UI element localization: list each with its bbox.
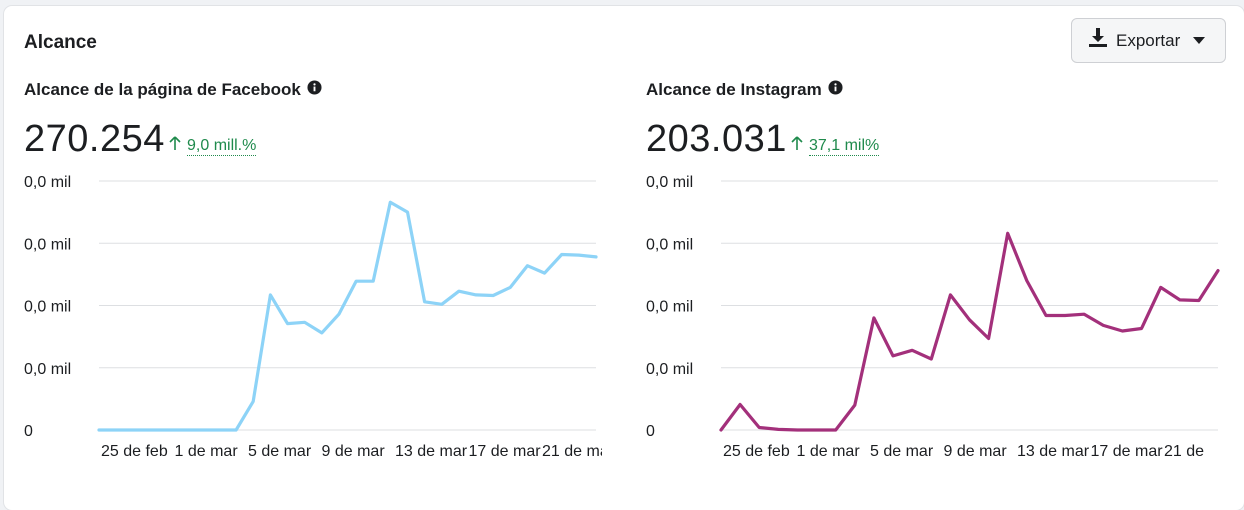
- section-title: Alcance: [24, 32, 97, 53]
- facebook-reach-panel: Alcance de la página de Facebook 270.254…: [4, 6, 604, 510]
- reach-card: Alcance Exportar Alcance de la página de…: [4, 6, 1244, 510]
- y-tick-label: 0,0 mil: [24, 299, 71, 316]
- x-tick-label: 5 de mar: [248, 443, 312, 460]
- x-tick-label: 25 de feb: [723, 443, 790, 460]
- caret-down-icon: [1192, 32, 1206, 50]
- x-tick-label: 5 de mar: [870, 443, 934, 460]
- y-tick-label: 0: [646, 423, 655, 440]
- series-line: [719, 231, 1220, 432]
- y-tick-label: 0,0 mil: [646, 361, 693, 378]
- x-tick-label: 9 de mar: [944, 443, 1008, 460]
- x-tick-label: 13 de mar: [1017, 443, 1090, 460]
- y-tick-label: 0,0 mil: [24, 174, 71, 191]
- instagram-reach-change: 37,1 mil%: [791, 136, 880, 156]
- facebook-reach-title-text: Alcance de la página de Facebook: [24, 80, 301, 99]
- instagram-reach-title: Alcance de Instagram: [646, 80, 843, 100]
- y-tick-label: 0,0 mil: [646, 174, 693, 191]
- y-tick-label: 0,0 mil: [646, 299, 693, 316]
- export-button[interactable]: Exportar: [1071, 18, 1226, 63]
- facebook-reach-value: 270.254: [24, 118, 165, 160]
- y-tick-label: 0,0 mil: [646, 236, 693, 253]
- x-tick-label: 13 de mar: [395, 443, 468, 460]
- x-tick-label: 25 de feb: [101, 443, 168, 460]
- download-icon: [1088, 27, 1108, 54]
- instagram-reach-panel: Alcance de Instagram 203.031 37,1 mil% 0…: [626, 6, 1226, 510]
- x-tick-label: 1 de mar: [175, 443, 239, 460]
- x-tick-label: 1 de mar: [797, 443, 861, 460]
- x-tick-label: 17 de mar: [469, 443, 542, 460]
- series-line: [97, 200, 598, 432]
- y-tick-label: 0: [24, 423, 33, 440]
- y-tick-label: 0,0 mil: [24, 361, 71, 378]
- instagram-reach-value: 203.031: [646, 118, 787, 160]
- facebook-reach-chart: 0,0 mil 0,0 mil 0,0 mil 0,0 mil 0 25 de feb 1 …: [24, 174, 602, 460]
- instagram-reach-title-text: Alcance de Instagram: [646, 80, 822, 99]
- x-tick-label: 21 de mar: [542, 443, 615, 460]
- info-icon[interactable]: [307, 80, 322, 100]
- facebook-reach-change: 9,0 mill.%: [169, 136, 257, 156]
- instagram-reach-change-pct: 37,1 mil%: [809, 136, 880, 156]
- export-button-label: Exportar: [1116, 30, 1181, 50]
- facebook-reach-title: Alcance de la página de Facebook: [24, 80, 322, 100]
- facebook-reach-change-pct: 9,0 mill.%: [187, 136, 257, 156]
- x-tick-label: 21 de: [1164, 443, 1204, 460]
- arrow-up-icon: [169, 136, 181, 156]
- x-tick-label: 17 de mar: [1091, 443, 1164, 460]
- arrow-up-icon: [791, 136, 803, 156]
- x-tick-label: 9 de mar: [322, 443, 386, 460]
- info-icon[interactable]: [828, 80, 843, 100]
- instagram-reach-chart: 0,0 mil 0,0 mil 0,0 mil 0,0 mil 0 25 de feb 1 …: [646, 174, 1220, 460]
- y-tick-label: 0,0 mil: [24, 236, 71, 253]
